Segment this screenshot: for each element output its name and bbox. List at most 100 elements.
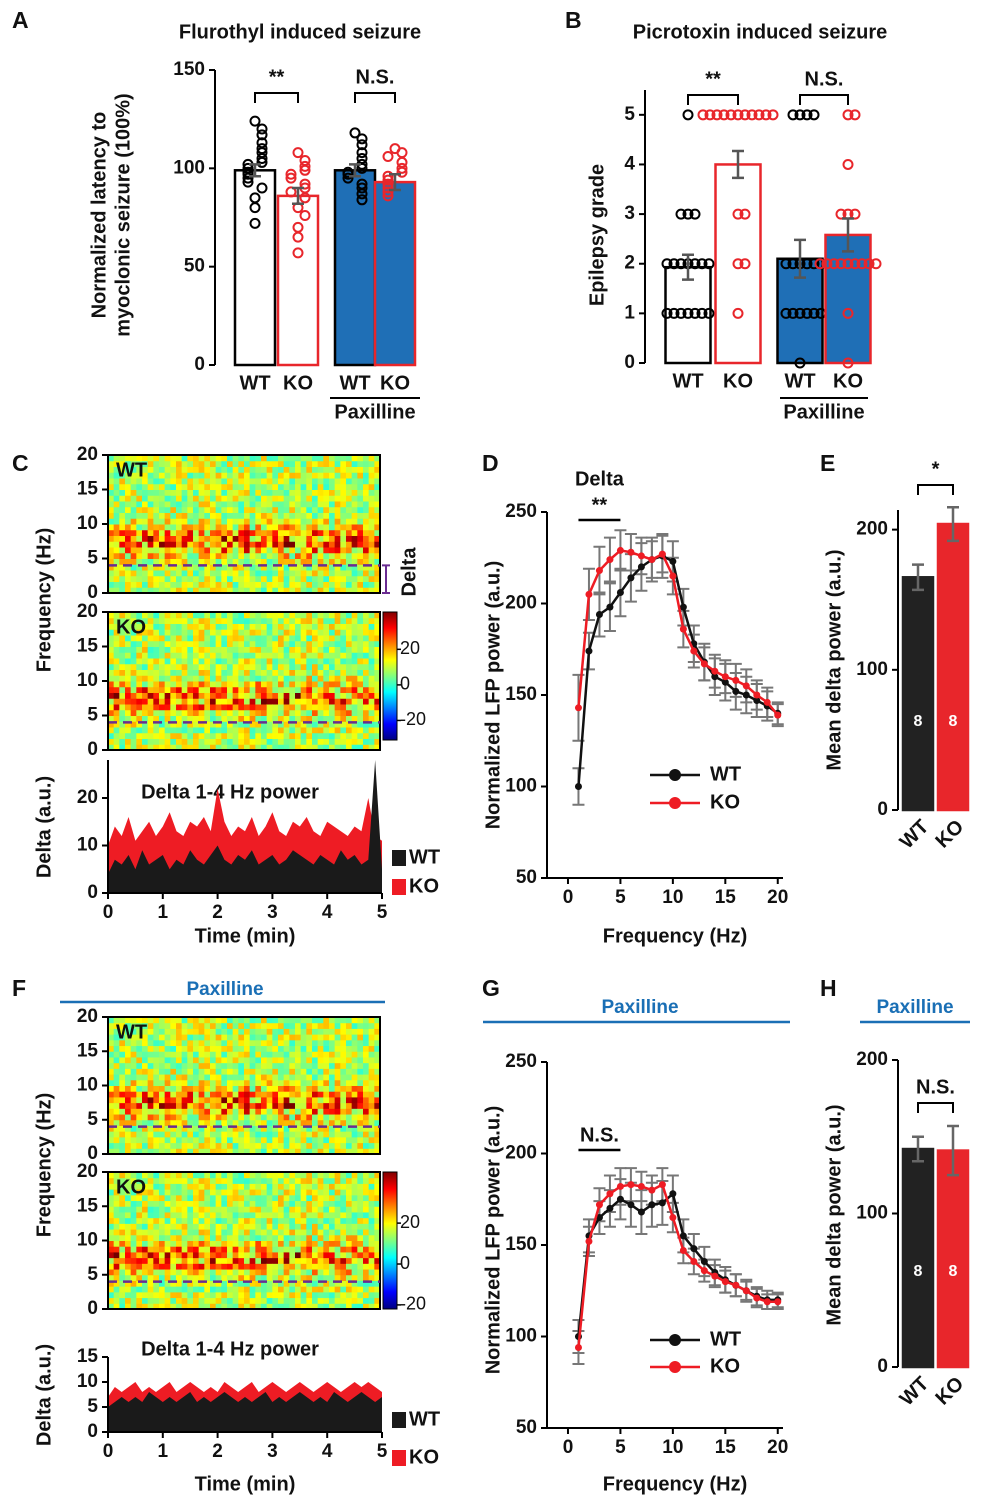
spectrogram-cell bbox=[289, 1240, 296, 1247]
spectrogram-cell bbox=[272, 1274, 279, 1281]
spectrogram-cell bbox=[261, 704, 268, 711]
spectrogram-cell bbox=[164, 1274, 171, 1281]
spectrogram-cell bbox=[198, 1056, 205, 1064]
spectrogram-cell bbox=[130, 1131, 137, 1138]
spectrogram-cell bbox=[300, 1102, 307, 1109]
spectrogram-cell bbox=[249, 1183, 256, 1190]
spectrogram-cell bbox=[125, 1022, 132, 1029]
spectrogram-cell bbox=[210, 1229, 217, 1236]
spectrogram-cell bbox=[119, 669, 126, 676]
spectrogram-cell bbox=[272, 1108, 279, 1115]
spectrogram-cell bbox=[283, 1017, 290, 1024]
spectrogram-cell bbox=[346, 570, 353, 577]
spectrogram-cell bbox=[300, 558, 307, 565]
spectrogram-cell bbox=[221, 1096, 228, 1104]
spectrogram-cell bbox=[164, 535, 171, 542]
spectrogram-cell bbox=[159, 629, 166, 636]
spectrogram-cell bbox=[249, 1056, 256, 1064]
spectrogram-cell bbox=[108, 501, 115, 508]
spectrogram-cell bbox=[164, 663, 171, 670]
spectrogram-cell bbox=[221, 1108, 228, 1115]
spectrogram-cell bbox=[170, 1125, 177, 1132]
spectrogram-cell bbox=[181, 1263, 188, 1270]
spectrogram-cell bbox=[142, 1051, 149, 1058]
spectrogram-cell bbox=[300, 501, 307, 508]
spectrogram-cell bbox=[249, 1274, 256, 1281]
spectrogram-cell bbox=[125, 652, 132, 659]
spectrogram-cell bbox=[249, 1017, 256, 1024]
spectrogram-cell bbox=[272, 1246, 279, 1253]
y-axis-label: Normalized LFP power (a.u.) bbox=[482, 561, 504, 830]
spectrogram-cell bbox=[181, 524, 188, 531]
spectrogram-cell bbox=[363, 524, 370, 531]
spectrogram-cell bbox=[125, 1085, 132, 1092]
spectrogram-cell bbox=[317, 1172, 324, 1179]
spectrogram-cell bbox=[289, 1280, 296, 1287]
spectrogram-cell bbox=[204, 698, 211, 705]
spectrogram-cell bbox=[329, 709, 336, 716]
spectrogram-cell bbox=[193, 1183, 200, 1190]
spectrogram-cell bbox=[255, 1079, 262, 1086]
spectrogram-cell bbox=[317, 1246, 324, 1253]
spectrogram-cell bbox=[108, 1206, 115, 1213]
spectrogram-cell bbox=[130, 1280, 137, 1287]
spectrogram-cell bbox=[340, 1257, 347, 1264]
spectrogram-cell bbox=[215, 698, 222, 705]
spectrogram-cell bbox=[130, 669, 137, 676]
data-point bbox=[382, 170, 394, 182]
spectrogram-cell bbox=[232, 541, 239, 548]
spectrogram-cell bbox=[312, 564, 319, 571]
spectrogram-cell bbox=[363, 1177, 370, 1184]
spectrogram-cell bbox=[125, 1246, 132, 1253]
spectrogram-cell bbox=[176, 738, 183, 745]
spectrogram-cell bbox=[159, 1108, 166, 1115]
spectrogram-cell bbox=[119, 455, 126, 462]
spectrogram-cell bbox=[255, 1131, 262, 1138]
spectrogram-cell bbox=[181, 483, 188, 490]
spectrogram-cell bbox=[113, 675, 120, 682]
spectrogram-cell bbox=[272, 1240, 279, 1247]
spectrogram-cell bbox=[136, 1172, 143, 1179]
spectrogram-cell bbox=[351, 1211, 358, 1219]
spectrogram-cell bbox=[312, 558, 319, 565]
spectrogram-cell bbox=[170, 1286, 177, 1293]
spectrogram-cell bbox=[181, 675, 188, 682]
colorbar-tick-label: 0 bbox=[400, 674, 410, 694]
spectrogram-cell bbox=[266, 501, 273, 508]
spectrogram-cell bbox=[187, 715, 194, 722]
spectrogram-cell bbox=[368, 547, 375, 554]
spectrogram-cell bbox=[374, 704, 381, 711]
spectrogram-cell bbox=[119, 1114, 126, 1121]
spectrogram-cell bbox=[244, 1131, 251, 1138]
spectrogram-cell bbox=[363, 669, 370, 676]
y-axis-label: Epilepsy grade bbox=[586, 164, 608, 306]
spectrogram-cell bbox=[244, 1125, 251, 1132]
spectrogram-cell bbox=[108, 478, 115, 485]
spectrogram-cell bbox=[153, 686, 160, 693]
spectrogram-cell bbox=[147, 541, 154, 548]
spectrogram-cell bbox=[272, 1286, 279, 1293]
spectrogram-cell bbox=[136, 732, 143, 739]
bar bbox=[936, 522, 970, 812]
spectrogram-cell bbox=[323, 1251, 330, 1259]
spectrogram-cell bbox=[198, 501, 205, 508]
spectrogram-cell bbox=[295, 617, 302, 624]
spectrogram-cell bbox=[147, 570, 154, 577]
spectrogram-cell bbox=[244, 506, 251, 513]
spectrogram-cell bbox=[357, 489, 364, 496]
spectrogram-cell bbox=[363, 1297, 370, 1304]
spectrogram-cell bbox=[238, 1056, 245, 1064]
spectrogram-cell bbox=[317, 658, 324, 665]
spectrogram-cell bbox=[363, 1056, 370, 1064]
spectrogram-cell bbox=[323, 1286, 330, 1293]
spectrogram-cell bbox=[238, 1119, 245, 1126]
spectrogram-cell bbox=[363, 489, 370, 496]
spectrogram-cell bbox=[351, 472, 358, 479]
spectrogram-cell bbox=[170, 675, 177, 682]
x-tick-label: 20 bbox=[767, 887, 788, 908]
spectrogram-cell bbox=[187, 658, 194, 665]
spectrogram-cell bbox=[153, 1125, 160, 1132]
spectrogram-cell bbox=[119, 1074, 126, 1081]
spectrogram-cell bbox=[108, 1056, 115, 1064]
spectrogram-cell bbox=[340, 529, 347, 536]
